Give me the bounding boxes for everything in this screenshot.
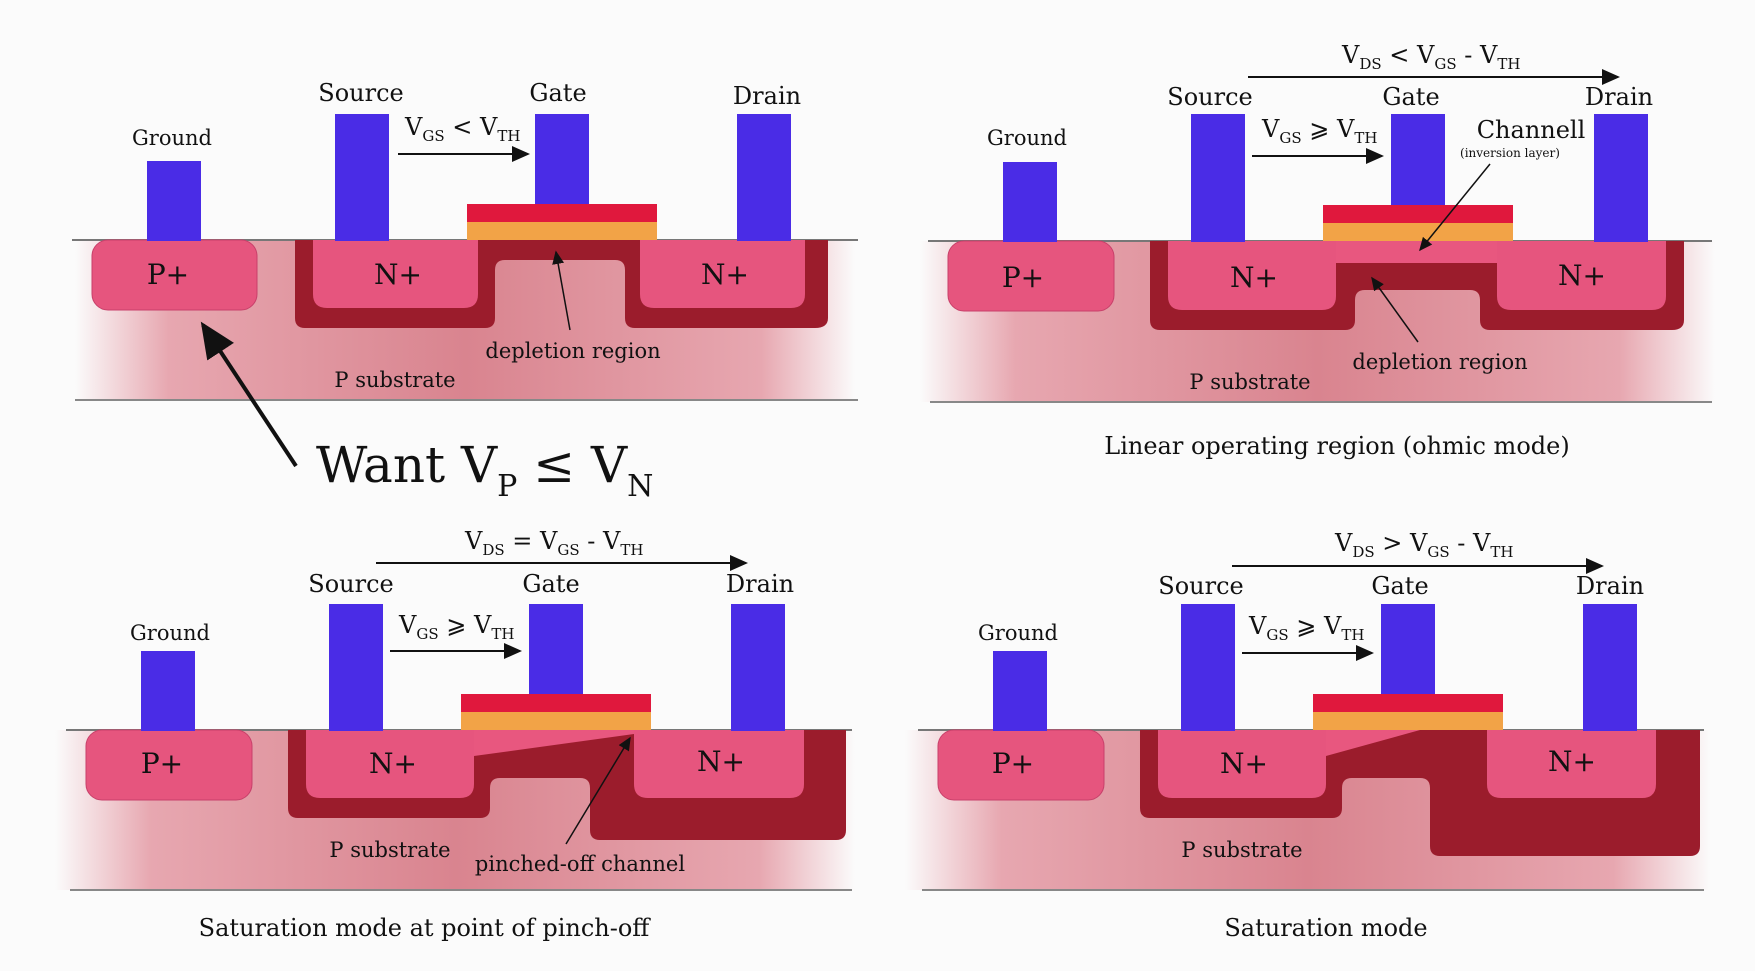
n-plus-source-label: N+ <box>374 258 422 291</box>
source-terminal <box>1181 604 1235 731</box>
n-plus-drain-well <box>1497 241 1666 310</box>
condition-vds-lt: VDS < VGS - VTH <box>1341 41 1520 73</box>
saturated-channel <box>1326 730 1420 756</box>
condition-vgs-ge-vth: VGS ⩾ VTH <box>1248 612 1364 644</box>
gate-metal <box>467 204 657 222</box>
channel-pointer-arrow <box>1419 163 1491 252</box>
ground-terminal <box>147 161 201 241</box>
pinch-pointer-arrow <box>565 736 631 845</box>
n-plus-source-label: N+ <box>1220 747 1268 780</box>
source-terminal <box>329 604 383 731</box>
ground-terminal <box>141 651 195 731</box>
caption-saturation: Saturation mode <box>1224 914 1427 942</box>
pinched-channel <box>474 730 634 756</box>
n-plus-drain-well <box>634 730 804 798</box>
gate-label: Gate <box>1371 572 1428 600</box>
inversion-layer-label: (inversion layer) <box>1460 146 1560 160</box>
p-substrate-label: P substrate <box>334 368 455 392</box>
source-label: Source <box>1167 83 1252 111</box>
p-substrate-label: P substrate <box>1189 370 1310 394</box>
source-terminal <box>335 114 389 241</box>
condition-vds-eq: VDS = VGS - VTH <box>464 527 643 559</box>
drain-terminal <box>731 604 785 731</box>
n-plus-source-well <box>1168 241 1336 310</box>
gate-terminal <box>529 604 583 694</box>
oxide-layer <box>1313 712 1503 730</box>
depletion-pointer-arrow <box>1371 276 1419 343</box>
gate-label: Gate <box>529 79 586 107</box>
p-substrate-label: P substrate <box>329 838 450 862</box>
ground-label: Ground <box>987 126 1067 150</box>
p-plus-label: P+ <box>147 258 189 291</box>
drain-terminal <box>1583 604 1637 731</box>
ground-terminal <box>993 651 1047 731</box>
inversion-channel <box>1336 241 1497 263</box>
panel-saturation: Ground Source Gate Drain P+ N+ N+ P subs… <box>905 529 1710 942</box>
n-plus-drain-label: N+ <box>701 258 749 291</box>
gate-metal <box>1313 694 1503 712</box>
n-plus-drain-well <box>1487 730 1656 798</box>
n-plus-source-label: N+ <box>369 747 417 780</box>
p-plus-label: P+ <box>1002 261 1044 294</box>
p-plus-label: P+ <box>992 747 1034 780</box>
ground-label: Ground <box>132 126 212 150</box>
oxide-layer <box>461 712 651 730</box>
panel-linear: Ground Source Gate Drain P+ N+ N+ P subs… <box>920 41 1715 460</box>
channel-label: Channell <box>1477 116 1586 144</box>
condition-vgs-lt-vth: VGS < VTH <box>404 113 520 145</box>
depletion-region-label: depletion region <box>1352 350 1527 374</box>
oxide-layer <box>467 222 657 240</box>
gate-label: Gate <box>1382 83 1439 111</box>
source-label: Source <box>318 79 403 107</box>
want-text: Want VP ≤ VN <box>316 436 653 504</box>
n-plus-source-well <box>313 240 478 308</box>
drain-label: Drain <box>1576 572 1644 600</box>
caption-pinch-off: Saturation mode at point of pinch-off <box>199 914 652 942</box>
drain-terminal <box>737 114 791 241</box>
p-substrate-label: P substrate <box>1181 838 1302 862</box>
gate-terminal <box>535 114 589 204</box>
ground-terminal <box>1003 162 1057 242</box>
source-label: Source <box>308 570 393 598</box>
gate-metal <box>461 694 651 712</box>
p-plus-label: P+ <box>141 747 183 780</box>
panel-cutoff: Ground Source Gate Drain P+ N+ N+ P subs… <box>72 79 858 401</box>
depletion-pointer-arrow <box>552 250 571 331</box>
want-annotation: Want VP ≤ VN <box>200 321 653 504</box>
condition-vgs-ge-vth: VGS ⩾ VTH <box>1261 115 1377 147</box>
condition-vds-gt: VDS > VGS - VTH <box>1334 529 1513 561</box>
n-plus-drain-label: N+ <box>1548 745 1596 778</box>
drain-label: Drain <box>1585 83 1653 111</box>
depletion-region-label: depletion region <box>485 339 660 363</box>
want-arrow <box>200 321 298 468</box>
source-label: Source <box>1158 572 1243 600</box>
gate-terminal <box>1381 604 1435 694</box>
ground-label: Ground <box>130 621 210 645</box>
drain-terminal <box>1594 114 1648 242</box>
drain-label: Drain <box>726 570 794 598</box>
caption-linear: Linear operating region (ohmic mode) <box>1104 432 1569 460</box>
source-terminal <box>1191 114 1245 242</box>
panel-pinch-off: Ground Source Gate Drain P+ N+ N+ P subs… <box>55 527 855 942</box>
n-plus-drain-label: N+ <box>1558 259 1606 292</box>
n-plus-drain-well <box>640 240 805 308</box>
oxide-layer <box>1323 223 1513 241</box>
n-plus-source-label: N+ <box>1230 261 1278 294</box>
n-plus-drain-label: N+ <box>697 745 745 778</box>
gate-terminal <box>1391 114 1445 205</box>
drain-label: Drain <box>733 82 801 110</box>
pinched-off-label: pinched-off channel <box>475 852 685 876</box>
ground-label: Ground <box>978 621 1058 645</box>
condition-vgs-ge-vth: VGS ⩾ VTH <box>398 611 514 643</box>
n-plus-source-well <box>1158 730 1326 798</box>
gate-metal <box>1323 205 1513 223</box>
n-plus-source-well <box>306 730 474 798</box>
gate-label: Gate <box>522 570 579 598</box>
